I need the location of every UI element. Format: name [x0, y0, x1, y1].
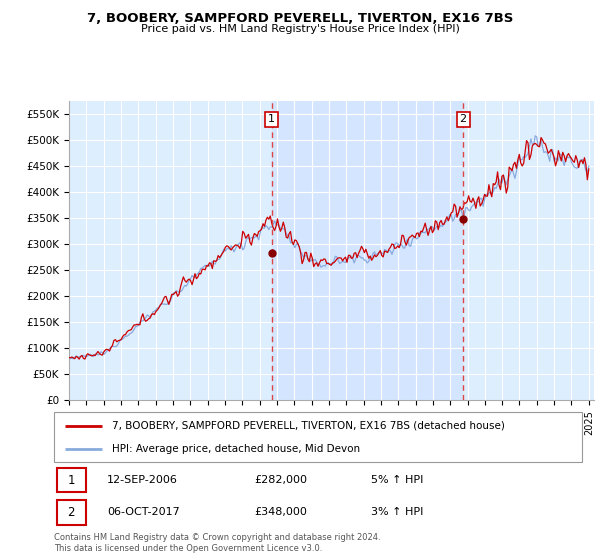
Text: 12-SEP-2006: 12-SEP-2006 [107, 475, 178, 486]
FancyBboxPatch shape [56, 500, 86, 525]
Point [267, 249, 277, 258]
Text: Contains HM Land Registry data © Crown copyright and database right 2024.
This d: Contains HM Land Registry data © Crown c… [54, 533, 380, 553]
Text: 2: 2 [460, 114, 467, 124]
Text: 3% ↑ HPI: 3% ↑ HPI [371, 507, 423, 517]
FancyBboxPatch shape [54, 412, 582, 462]
Bar [272, 101, 463, 400]
Text: £348,000: £348,000 [254, 507, 308, 517]
Text: 1: 1 [268, 114, 275, 124]
Text: 2: 2 [67, 506, 75, 519]
Text: 06-OCT-2017: 06-OCT-2017 [107, 507, 179, 517]
Text: 5% ↑ HPI: 5% ↑ HPI [371, 475, 423, 486]
Text: HPI: Average price, detached house, Mid Devon: HPI: Average price, detached house, Mid … [112, 445, 360, 454]
Text: £282,000: £282,000 [254, 475, 308, 486]
Text: Price paid vs. HM Land Registry's House Price Index (HPI): Price paid vs. HM Land Registry's House … [140, 24, 460, 34]
FancyBboxPatch shape [56, 468, 86, 492]
Text: 1: 1 [67, 474, 75, 487]
Text: 7, BOOBERY, SAMPFORD PEVERELL, TIVERTON, EX16 7BS (detached house): 7, BOOBERY, SAMPFORD PEVERELL, TIVERTON,… [112, 421, 505, 431]
Point [458, 214, 468, 223]
Text: 7, BOOBERY, SAMPFORD PEVERELL, TIVERTON, EX16 7BS: 7, BOOBERY, SAMPFORD PEVERELL, TIVERTON,… [87, 12, 513, 25]
